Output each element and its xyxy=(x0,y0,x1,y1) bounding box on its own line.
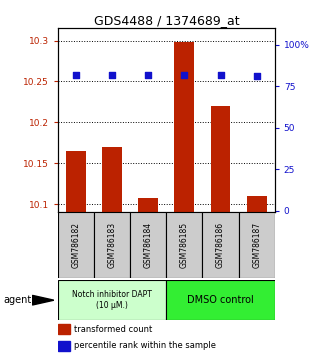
Title: GDS4488 / 1374689_at: GDS4488 / 1374689_at xyxy=(94,14,239,27)
Text: Notch inhibitor DAPT
(10 μM.): Notch inhibitor DAPT (10 μM.) xyxy=(72,290,152,310)
Bar xyxy=(174,42,194,212)
Text: GSM786186: GSM786186 xyxy=(216,222,225,268)
Point xyxy=(110,72,115,78)
Bar xyxy=(203,212,239,278)
Bar xyxy=(66,151,86,212)
Text: GSM786187: GSM786187 xyxy=(252,222,261,268)
Text: DMSO control: DMSO control xyxy=(187,295,254,305)
Point xyxy=(146,72,151,78)
Bar xyxy=(58,280,166,320)
Point xyxy=(73,72,79,78)
Text: GSM786185: GSM786185 xyxy=(180,222,189,268)
Text: GSM786183: GSM786183 xyxy=(108,222,117,268)
Point xyxy=(254,74,259,79)
Bar xyxy=(166,212,203,278)
Text: transformed count: transformed count xyxy=(74,325,153,334)
Bar xyxy=(239,212,275,278)
Text: percentile rank within the sample: percentile rank within the sample xyxy=(74,341,216,350)
Bar xyxy=(58,212,94,278)
Bar xyxy=(130,212,166,278)
Text: GSM786184: GSM786184 xyxy=(144,222,153,268)
Text: GSM786182: GSM786182 xyxy=(71,222,80,268)
Bar xyxy=(102,147,122,212)
Bar xyxy=(94,212,130,278)
Bar xyxy=(58,324,70,335)
Bar xyxy=(58,341,70,350)
Point xyxy=(218,72,223,78)
Bar xyxy=(247,196,266,212)
Text: agent: agent xyxy=(3,295,31,305)
Bar xyxy=(211,106,230,212)
Bar xyxy=(166,280,275,320)
Bar xyxy=(138,198,158,212)
Polygon shape xyxy=(32,295,54,305)
Point xyxy=(182,72,187,78)
